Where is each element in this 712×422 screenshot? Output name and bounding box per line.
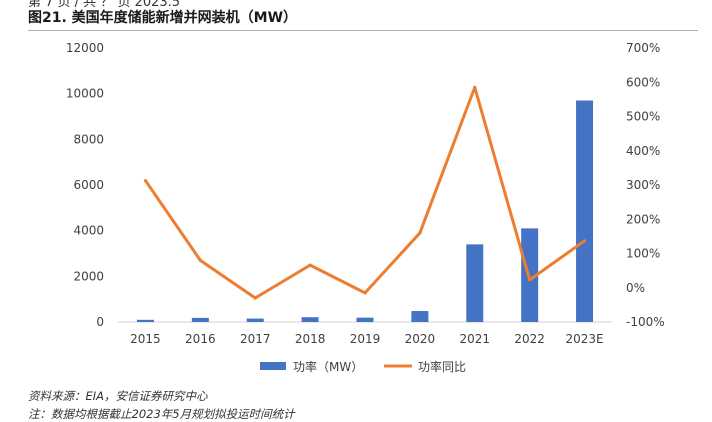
right-y-tick-label: 700%	[626, 41, 660, 55]
right-y-axis: -100% 0% 100% 200% 300% 400% 500% 600% 700%	[626, 41, 665, 329]
x-tick-label: 2021	[460, 332, 491, 346]
source-note: 资料来源：EIA，安信证券研究中心	[28, 389, 208, 403]
left-y-tick-label: 8000	[73, 132, 104, 146]
right-y-tick-label: 500%	[626, 110, 660, 124]
left-y-tick-label: 6000	[73, 178, 104, 192]
line-point	[473, 85, 477, 89]
legend-swatch-bar	[260, 362, 286, 370]
right-y-tick-label: 0%	[626, 281, 645, 295]
x-tick-label: 2018	[295, 332, 326, 346]
legend: 功率（MW） 功率同比	[260, 359, 466, 374]
left-y-tick-label: 2000	[73, 269, 104, 283]
bar	[466, 244, 484, 322]
bar	[136, 319, 154, 322]
x-tick-label: 2023E	[565, 332, 603, 346]
right-y-tick-label: 400%	[626, 144, 660, 158]
x-tick-label: 2015	[130, 332, 161, 346]
line-point	[582, 239, 587, 243]
x-axis-ticks: 2015 2016 2017 2018 2019 2020 2021 2022 2023E	[130, 332, 603, 346]
line-point	[363, 291, 367, 295]
right-y-tick-label: 100%	[626, 247, 660, 261]
line-path	[144, 85, 586, 300]
legend-label-bar: 功率（MW）	[293, 359, 363, 374]
right-y-tick-label: 300%	[626, 178, 660, 192]
x-tick-label: 2016	[185, 332, 216, 346]
cut-header-text: 第 7 页 / 共 ？ 页 2023.5	[28, 0, 181, 10]
line-point	[143, 178, 148, 183]
line-series	[143, 85, 587, 300]
left-y-tick-label: 12000	[66, 41, 104, 55]
left-y-axis: 0 2000 4000 6000 8000 10000 12000	[66, 41, 104, 329]
line-point	[253, 296, 257, 300]
left-y-tick-label: 10000	[66, 87, 104, 101]
right-y-tick-label: 200%	[626, 212, 660, 226]
x-tick-label: 2019	[350, 332, 381, 346]
bar	[356, 317, 374, 322]
bar	[246, 318, 264, 322]
right-y-tick-label: -100%	[626, 315, 665, 329]
bar	[576, 100, 594, 323]
line-point	[198, 258, 202, 262]
line-point	[418, 231, 422, 235]
left-y-tick-label: 4000	[73, 224, 104, 238]
figure-title: 图21. 美国年度储能新增并网装机（MW）	[28, 10, 298, 26]
left-y-tick-label: 0	[96, 315, 104, 329]
right-y-tick-label: 600%	[626, 75, 660, 89]
legend-label-line: 功率同比	[418, 359, 466, 374]
line-point	[308, 263, 312, 267]
bar-series	[136, 100, 594, 323]
line-point	[528, 278, 532, 282]
x-tick-label: 2017	[240, 332, 271, 346]
bar	[301, 317, 319, 322]
bar	[411, 311, 429, 322]
x-tick-label: 2020	[405, 332, 436, 346]
footnote: 注：数据均根据截止2023年5月规划拟投运时间统计	[28, 407, 295, 421]
x-tick-label: 2022	[514, 332, 545, 346]
bar	[191, 317, 209, 322]
title-divider	[28, 30, 698, 31]
